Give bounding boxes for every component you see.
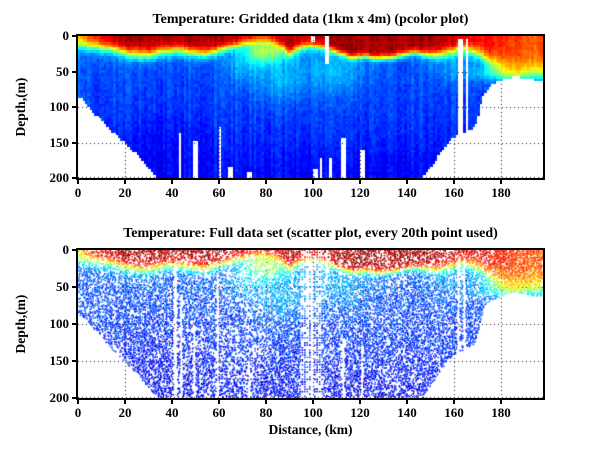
x-tick-mark — [312, 180, 314, 184]
x-tick-label: 180 — [491, 185, 511, 200]
x-tick-label: 180 — [491, 405, 511, 420]
y-tick-label: 100 — [49, 99, 70, 114]
x-tick-mark — [77, 180, 79, 184]
y-tick-mark — [72, 397, 76, 399]
pcolor-axes-frame — [76, 34, 545, 180]
y-tick-label: 0 — [62, 28, 70, 43]
x-tick-mark — [406, 180, 408, 184]
y-tick-mark — [72, 142, 76, 144]
x-tick-label: 100 — [303, 185, 323, 200]
x-tick-mark — [453, 180, 455, 184]
scatter-plot-canvas — [78, 250, 543, 398]
x-tick-label: 40 — [165, 185, 179, 200]
pcolor-plot-canvas — [78, 36, 543, 178]
x-tick-mark — [265, 180, 267, 184]
scatter-axes-frame — [76, 248, 545, 400]
y-tick-mark — [72, 286, 76, 288]
y-tick-mark — [72, 249, 76, 251]
x-tick-mark — [406, 400, 408, 404]
y-tick-label: 0 — [62, 242, 70, 257]
x-tick-label: 120 — [350, 405, 370, 420]
x-tick-label: 60 — [212, 185, 226, 200]
x-tick-label: 20 — [118, 185, 132, 200]
y-tick-label: 150 — [49, 135, 70, 150]
x-tick-label: 120 — [350, 185, 370, 200]
x-tick-mark — [171, 400, 173, 404]
x-tick-mark — [77, 400, 79, 404]
y-tick-mark — [72, 177, 76, 179]
x-tick-mark — [500, 180, 502, 184]
x-tick-label: 160 — [444, 405, 464, 420]
x-tick-label: 80 — [259, 185, 273, 200]
x-tick-label: 140 — [397, 185, 417, 200]
x-tick-label: 160 — [444, 185, 464, 200]
x-tick-mark — [500, 400, 502, 404]
x-tick-label: 80 — [259, 405, 273, 420]
y-tick-label: 200 — [49, 390, 70, 405]
y-tick-mark — [72, 106, 76, 108]
x-tick-mark — [218, 400, 220, 404]
x-tick-label: 20 — [118, 405, 132, 420]
y-tick-mark — [72, 35, 76, 37]
x-tick-label: 140 — [397, 405, 417, 420]
y-tick-label: 50 — [56, 64, 69, 79]
x-tick-mark — [171, 180, 173, 184]
x-tick-label: 0 — [74, 405, 82, 420]
x-tick-mark — [359, 180, 361, 184]
x-tick-label: 40 — [165, 405, 179, 420]
x-tick-mark — [453, 400, 455, 404]
x-tick-mark — [124, 400, 126, 404]
x-tick-label: 60 — [212, 405, 226, 420]
x-tick-mark — [265, 400, 267, 404]
y-tick-label: 100 — [49, 316, 70, 331]
x-tick-mark — [359, 400, 361, 404]
y-tick-mark — [72, 71, 76, 73]
y-tick-label: 200 — [49, 170, 70, 185]
y-tick-mark — [72, 323, 76, 325]
x-tick-label: 100 — [303, 405, 323, 420]
scatter-x-axis-label: Distance, (km) — [268, 422, 353, 437]
y-tick-label: 50 — [56, 279, 69, 294]
scatter-plot-title: Temperature: Full data set (scatter plot… — [123, 226, 498, 241]
pcolor-plot-title: Temperature: Gridded data (1km x 4m) (pc… — [152, 12, 469, 27]
x-tick-mark — [124, 180, 126, 184]
x-tick-label: 0 — [74, 185, 82, 200]
y-tick-mark — [72, 360, 76, 362]
x-tick-mark — [312, 400, 314, 404]
y-tick-label: 150 — [49, 353, 70, 368]
x-tick-mark — [218, 180, 220, 184]
